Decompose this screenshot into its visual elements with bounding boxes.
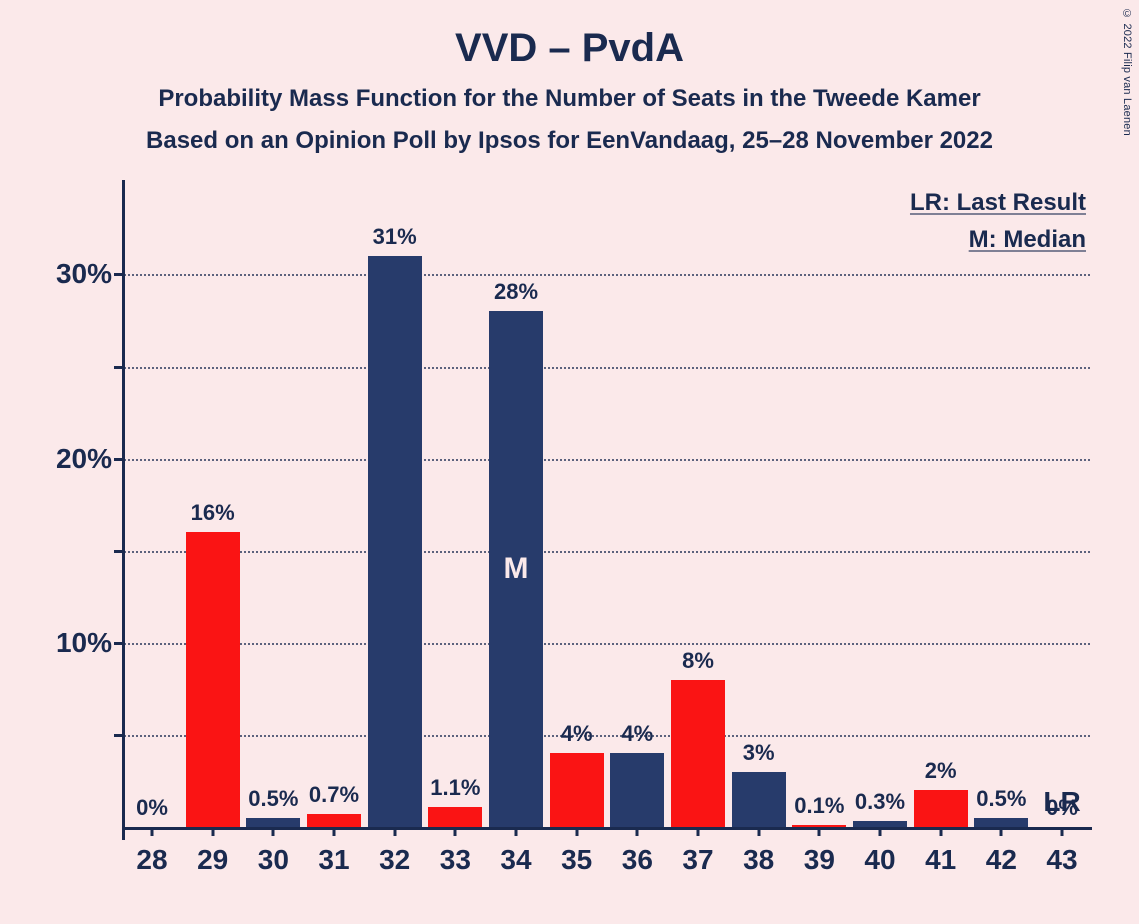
bar-value-label: 0.5%: [976, 786, 1026, 812]
bar-value-label: 31%: [373, 224, 417, 250]
bar: 8%: [671, 680, 725, 827]
bar-value-label: 0.5%: [248, 786, 298, 812]
x-tick-label: 40: [864, 844, 895, 876]
bar-value-label: 2%: [925, 758, 957, 784]
bar: 16%: [186, 532, 240, 827]
y-tick-label: 20%: [56, 443, 112, 475]
x-tick-mark: [333, 827, 336, 836]
x-tick-mark: [697, 827, 700, 836]
x-tick-mark: [939, 827, 942, 836]
x-tick-mark: [454, 827, 457, 836]
x-tick-label: 32: [379, 844, 410, 876]
bar-value-label: 0.1%: [794, 793, 844, 819]
bar: 0.5%: [974, 818, 1028, 827]
x-axis-line: [122, 827, 1092, 830]
y-tick-mark: [114, 734, 122, 737]
bar: 1.1%: [428, 807, 482, 827]
x-tick-label: 43: [1046, 844, 1077, 876]
x-tick-label: 33: [440, 844, 471, 876]
x-tick-label: 42: [986, 844, 1017, 876]
x-tick-label: 36: [622, 844, 653, 876]
x-tick-label: 30: [258, 844, 289, 876]
legend-lr: LR: Last Result: [910, 184, 1086, 221]
y-tick-mark: [114, 458, 122, 461]
bar: 0.7%: [307, 814, 361, 827]
x-tick-mark: [211, 827, 214, 836]
bar-value-label: 0.3%: [855, 789, 905, 815]
gridline: [124, 459, 1090, 461]
bar: 28%M: [489, 311, 543, 827]
bar: 4%: [610, 753, 664, 827]
x-tick-mark: [636, 827, 639, 836]
median-marker: M: [504, 552, 529, 586]
gridline: [124, 367, 1090, 369]
bar-value-label: 8%: [682, 648, 714, 674]
y-tick-mark: [114, 273, 122, 276]
x-tick-label: 35: [561, 844, 592, 876]
bar-value-label: 4%: [621, 721, 653, 747]
bar-value-label: 1.1%: [430, 775, 480, 801]
x-tick-label: 38: [743, 844, 774, 876]
y-tick-label: 30%: [56, 258, 112, 290]
bar: 31%: [368, 256, 422, 827]
bar-value-label: 0.7%: [309, 782, 359, 808]
chart-legend: LR: Last Result M: Median: [910, 184, 1086, 258]
lr-marker-label: LR: [1043, 786, 1080, 818]
x-tick-mark: [575, 827, 578, 836]
gridline: [124, 551, 1090, 553]
bar-value-label: 16%: [191, 500, 235, 526]
chart-plot-area: LR: Last Result M: Median 10%20%30% 0%16…: [122, 210, 1092, 830]
x-tick-mark: [818, 827, 821, 836]
x-tick-mark: [272, 827, 275, 836]
y-tick-label: 10%: [56, 627, 112, 659]
y-tick-mark: [114, 550, 122, 553]
bar: 2%: [914, 790, 968, 827]
x-tick-mark: [515, 827, 518, 836]
bar-value-label: 28%: [494, 279, 538, 305]
x-tick-label: 31: [318, 844, 349, 876]
chart-subtitle-2: Based on an Opinion Poll by Ipsos for Ee…: [0, 127, 1139, 155]
x-tick-label: 37: [682, 844, 713, 876]
y-tick-mark: [114, 366, 122, 369]
bar: 0.5%: [246, 818, 300, 827]
y-tick-mark: [114, 642, 122, 645]
bar: 3%: [732, 772, 786, 827]
x-tick-mark: [393, 827, 396, 836]
gridline: [124, 735, 1090, 737]
bar-value-label: 0%: [136, 795, 168, 821]
x-tick-label: 39: [804, 844, 835, 876]
legend-m: M: Median: [910, 221, 1086, 258]
chart-subtitle-1: Probability Mass Function for the Number…: [0, 85, 1139, 113]
chart-title: VVD – PvdA: [0, 0, 1139, 71]
x-tick-mark: [757, 827, 760, 836]
copyright-text: © 2022 Filip van Laenen: [1121, 8, 1133, 136]
x-tick-mark: [879, 827, 882, 836]
x-tick-label: 34: [500, 844, 531, 876]
x-tick-mark: [151, 827, 154, 836]
gridline: [124, 643, 1090, 645]
y-axis-line: [122, 180, 125, 840]
x-tick-mark: [1061, 827, 1064, 836]
bar: 4%: [550, 753, 604, 827]
x-tick-label: 41: [925, 844, 956, 876]
bar-value-label: 3%: [743, 740, 775, 766]
gridline: [124, 274, 1090, 276]
x-tick-label: 28: [136, 844, 167, 876]
bar-value-label: 4%: [561, 721, 593, 747]
x-tick-mark: [1000, 827, 1003, 836]
x-tick-label: 29: [197, 844, 228, 876]
